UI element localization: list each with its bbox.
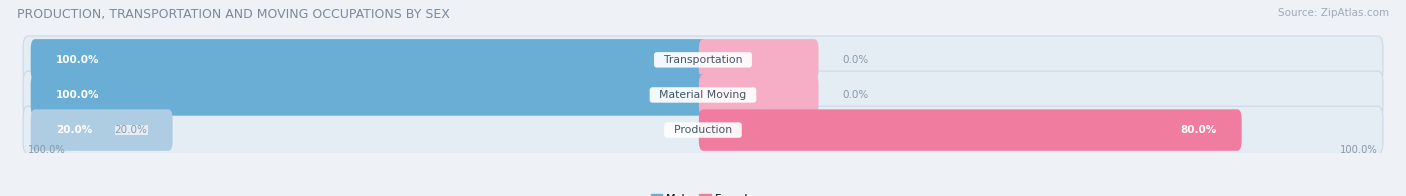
FancyBboxPatch shape xyxy=(31,74,707,116)
Text: 20.0%: 20.0% xyxy=(115,125,148,135)
Legend: Male, Female: Male, Female xyxy=(647,189,759,196)
FancyBboxPatch shape xyxy=(699,74,818,116)
Text: 20.0%: 20.0% xyxy=(56,125,91,135)
Text: 80.0%: 80.0% xyxy=(1181,125,1216,135)
Text: 0.0%: 0.0% xyxy=(842,90,869,100)
FancyBboxPatch shape xyxy=(22,71,1384,119)
FancyBboxPatch shape xyxy=(22,106,1384,154)
Text: Transportation: Transportation xyxy=(657,55,749,65)
Text: Source: ZipAtlas.com: Source: ZipAtlas.com xyxy=(1278,8,1389,18)
Text: PRODUCTION, TRANSPORTATION AND MOVING OCCUPATIONS BY SEX: PRODUCTION, TRANSPORTATION AND MOVING OC… xyxy=(17,8,450,21)
Text: 100.0%: 100.0% xyxy=(1340,145,1378,155)
Text: 100.0%: 100.0% xyxy=(56,90,100,100)
FancyBboxPatch shape xyxy=(699,109,1241,151)
Text: 100.0%: 100.0% xyxy=(56,55,100,65)
FancyBboxPatch shape xyxy=(699,39,818,81)
FancyBboxPatch shape xyxy=(31,39,707,81)
Text: 0.0%: 0.0% xyxy=(842,55,869,65)
FancyBboxPatch shape xyxy=(31,109,173,151)
FancyBboxPatch shape xyxy=(22,36,1384,84)
Text: Production: Production xyxy=(666,125,740,135)
Text: 100.0%: 100.0% xyxy=(28,145,66,155)
Text: Material Moving: Material Moving xyxy=(652,90,754,100)
